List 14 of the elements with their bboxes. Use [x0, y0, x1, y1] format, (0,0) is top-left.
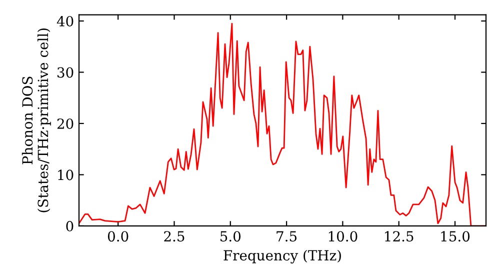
y-tick-label: 30: [58, 67, 74, 78]
y-tick-label: 40: [56, 16, 74, 26]
y-tick-label: 10: [58, 170, 74, 180]
y-tick-label: 20: [57, 118, 74, 129]
x-tick-label: 2.5: [164, 231, 184, 242]
x-axis-title: Frequency (THz): [224, 250, 341, 264]
x-tick-label: 15.0: [441, 231, 470, 242]
x-tick-label: 5.0: [220, 231, 241, 242]
x-tick-label: 10.0: [328, 231, 358, 242]
y-axis-title: Phonon DOS (States/THz·primitive cell): [22, 28, 51, 212]
y-tick-label: 0: [66, 220, 74, 232]
x-tick-label: 0.0: [108, 231, 128, 242]
x-tick-label: 12.5: [385, 231, 414, 242]
x-tick-label: 7.5: [276, 231, 297, 242]
